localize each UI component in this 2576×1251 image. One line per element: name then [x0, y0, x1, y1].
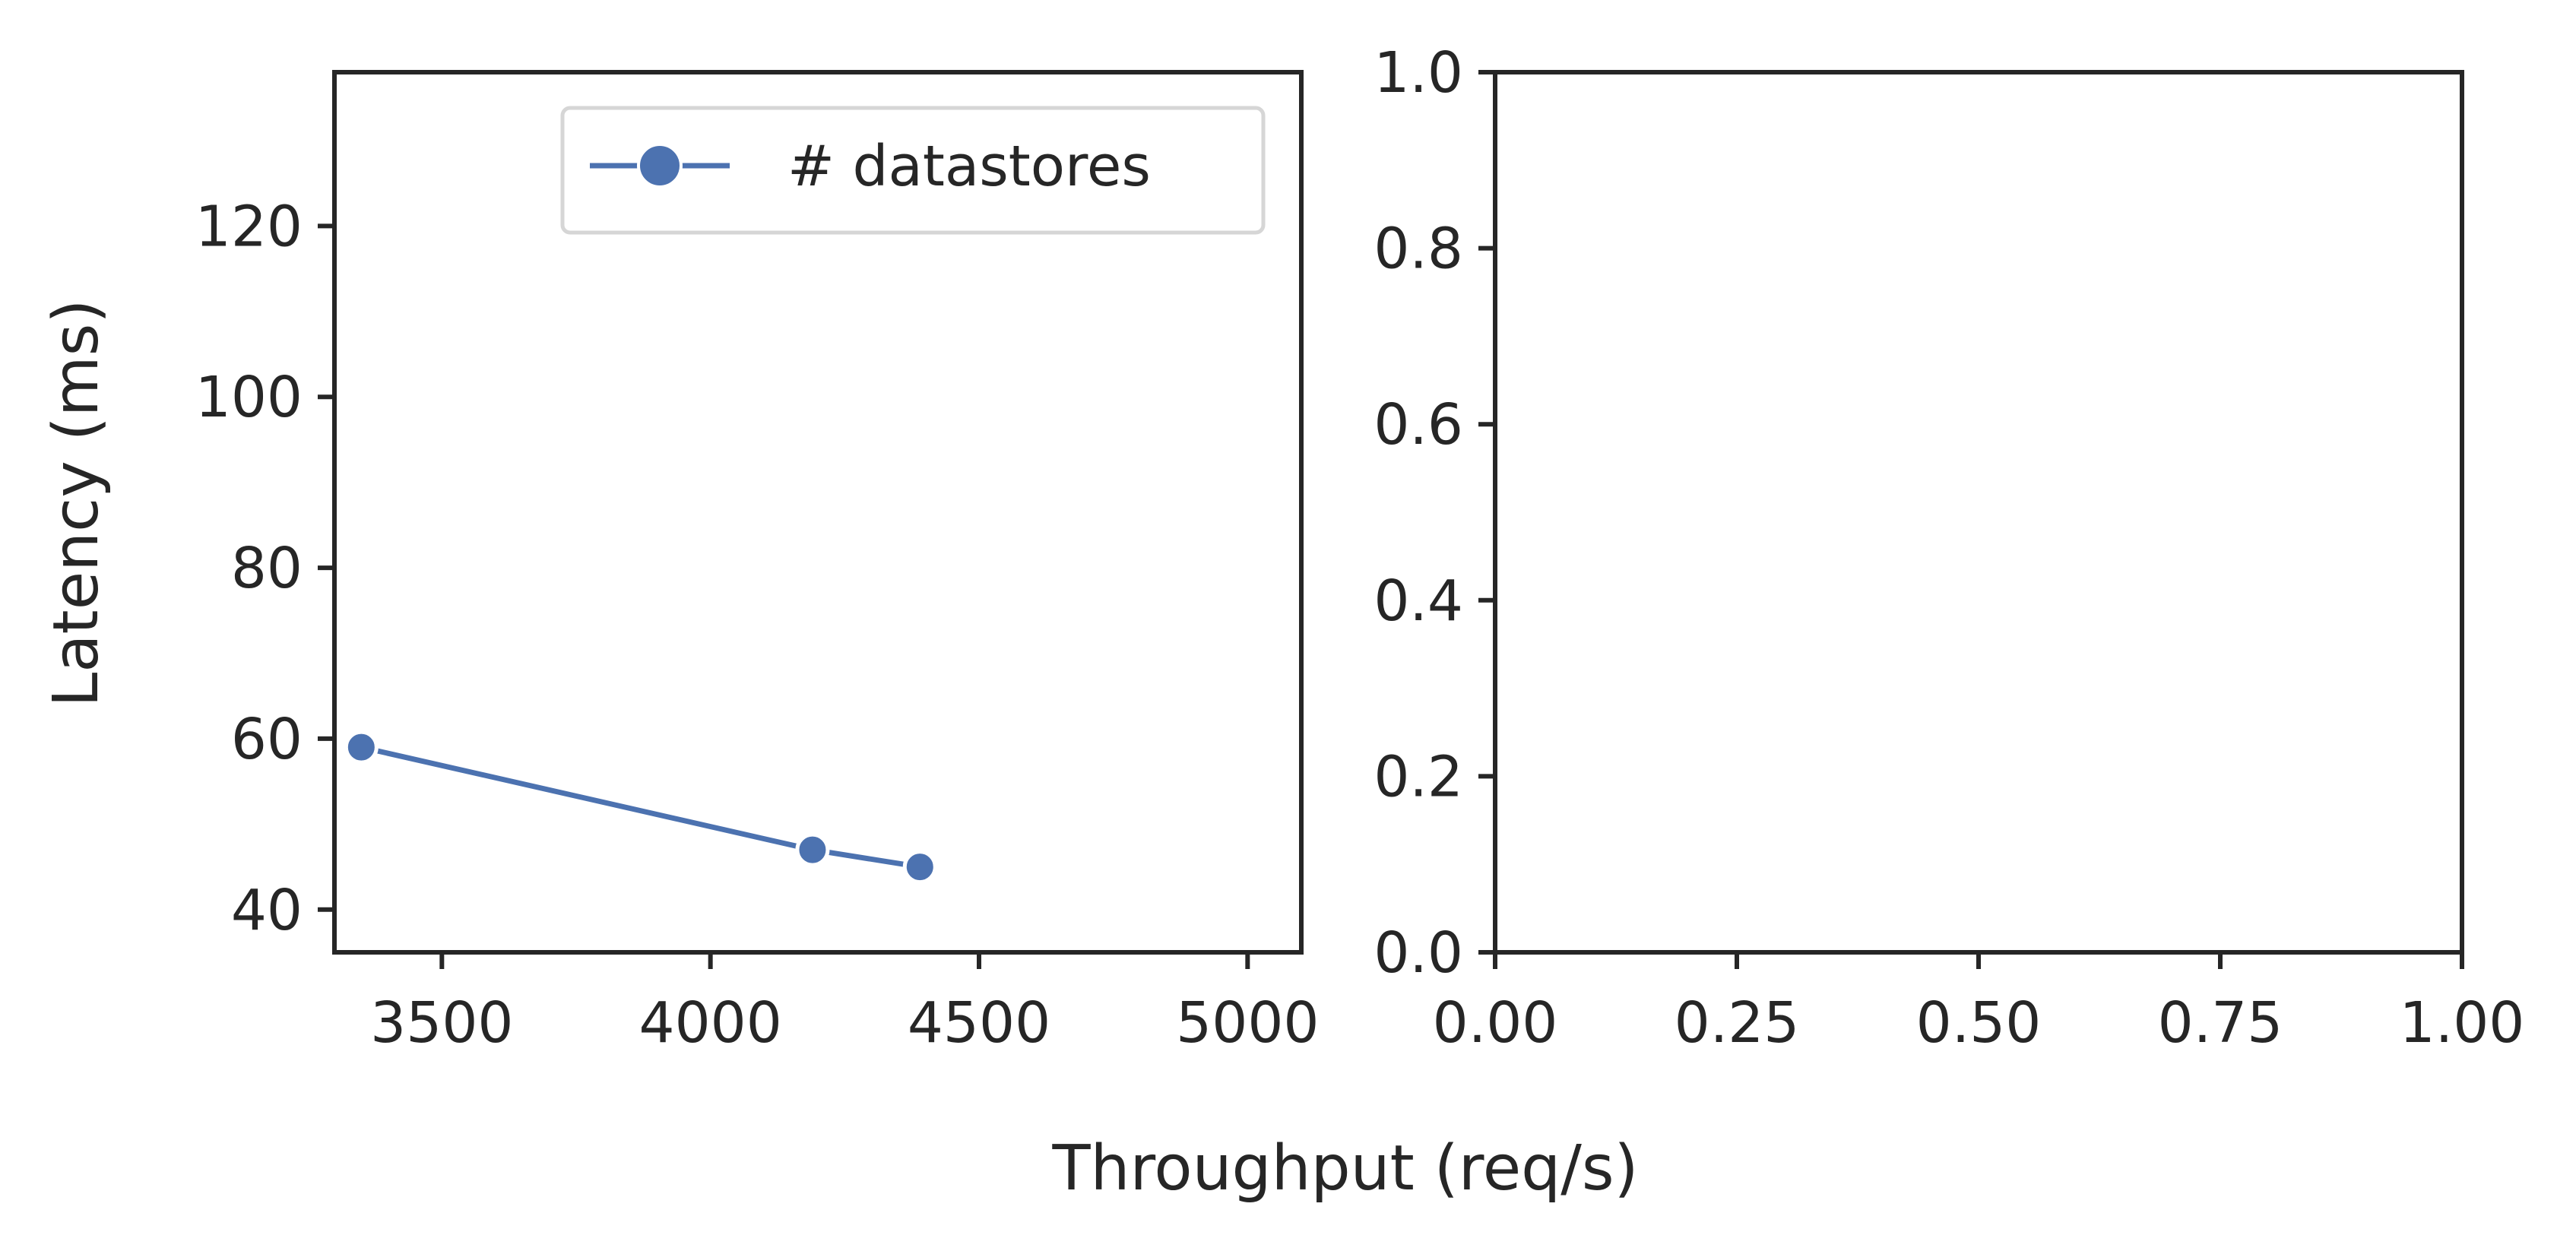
- y-tick-label: 0.4: [1374, 568, 1463, 634]
- x-tick-label: 0.00: [1433, 990, 1558, 1056]
- y-tick-label: 120: [195, 194, 303, 259]
- y-tick-label: 1.0: [1374, 40, 1463, 106]
- legend-marker-swatch: [637, 143, 683, 188]
- data-point-marker: [344, 730, 379, 765]
- series-line-segment: [358, 744, 816, 853]
- axes-frame: [332, 70, 1304, 955]
- x-tick-label: 4000: [639, 990, 782, 1056]
- x-axis-label: Throughput (req/s): [1051, 1132, 1638, 1205]
- data-point-marker: [902, 850, 937, 885]
- y-axis-label: Latency (ms): [40, 299, 112, 708]
- y-tick-label: 0.8: [1374, 217, 1463, 282]
- x-tick-label: 0.50: [1916, 990, 2042, 1056]
- left-chart-panel: 3500 4000 4500 5000 40 60 80 100 120 # datastores: [195, 70, 1319, 1056]
- y-tick-label: 0.6: [1374, 392, 1463, 458]
- series-line-segment: [810, 847, 923, 870]
- x-tick-label: 1.00: [2400, 990, 2525, 1056]
- axes-frame: [1493, 70, 2464, 955]
- x-tick-label: 3500: [370, 990, 513, 1056]
- right-chart-panel: 0.00 0.25 0.50 0.75 1.00 0.0 0.2 0.4 0.6 0.8 1.0: [1374, 40, 2524, 1056]
- legend-label: # datastores: [787, 134, 1151, 199]
- legend: # datastores: [560, 106, 1266, 235]
- x-tick-label: 0.75: [2158, 990, 2283, 1056]
- x-tick-label: 4500: [908, 990, 1050, 1056]
- data-point-marker: [795, 832, 830, 867]
- x-tick-label: 0.25: [1675, 990, 1800, 1056]
- y-tick-label: 0.2: [1374, 744, 1463, 809]
- y-tick-label: 80: [231, 536, 303, 601]
- y-tick-label: 0.0: [1374, 920, 1463, 986]
- y-tick-label: 100: [195, 365, 303, 430]
- legend-box: [560, 106, 1266, 235]
- x-tick-label: 5000: [1176, 990, 1319, 1056]
- y-tick-label: 40: [231, 878, 303, 943]
- y-tick-label: 60: [231, 707, 303, 772]
